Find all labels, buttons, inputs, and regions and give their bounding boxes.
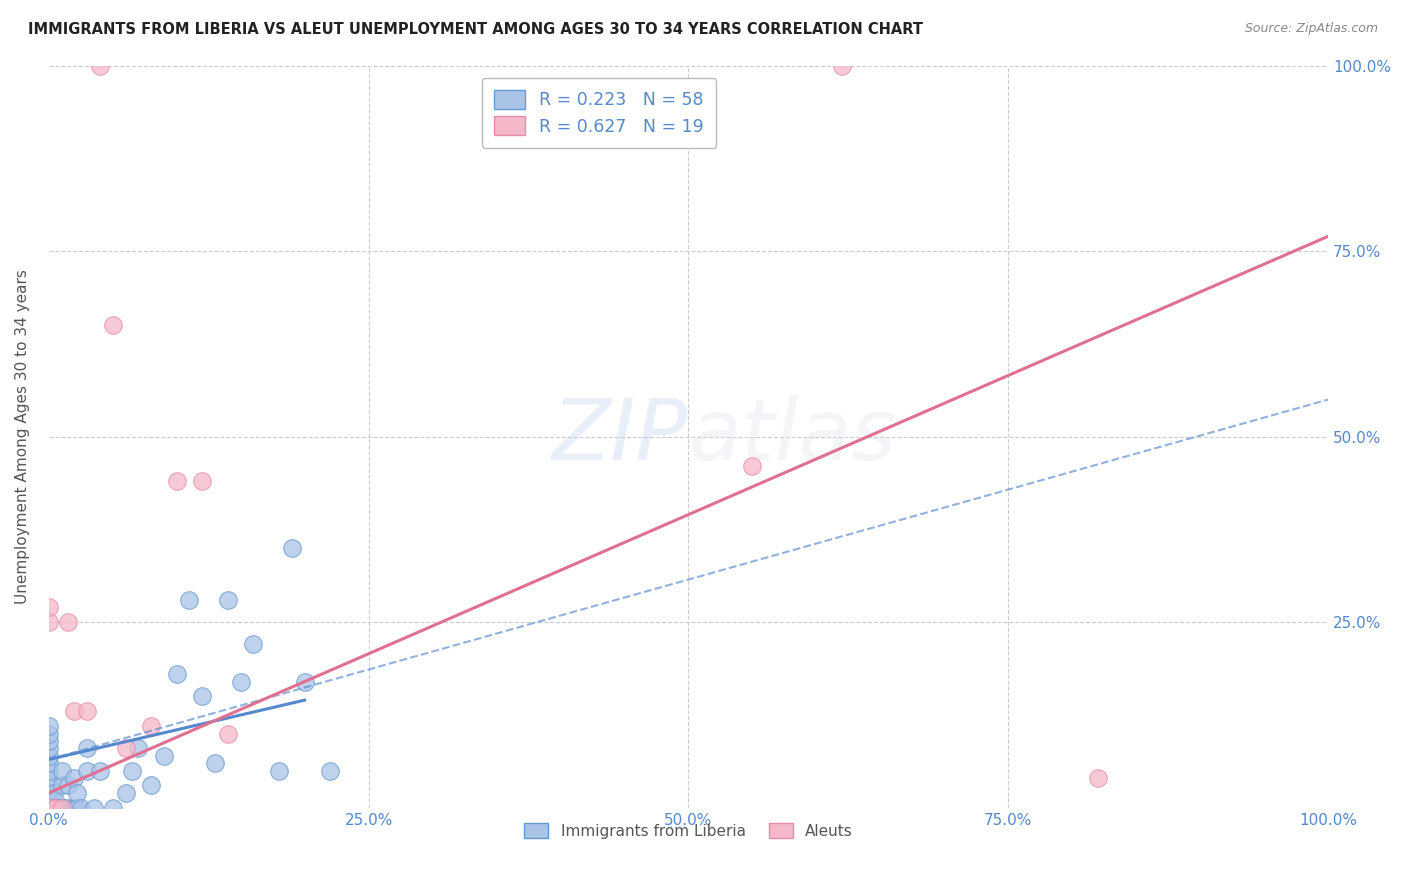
Point	[38, 801, 60, 815]
Point	[66, 786, 89, 800]
Point	[76, 741, 98, 756]
Point	[44, 801, 66, 815]
Point	[46, 801, 69, 815]
Y-axis label: Unemployment Among Ages 30 to 34 years: Unemployment Among Ages 30 to 34 years	[15, 269, 30, 604]
Point	[66, 801, 89, 815]
Point	[38, 764, 60, 778]
Point	[38, 771, 60, 785]
Point	[101, 801, 124, 815]
Point	[38, 756, 60, 771]
Point	[121, 764, 143, 778]
Point	[217, 593, 239, 607]
Point	[139, 719, 162, 733]
Point	[38, 719, 60, 733]
Point	[319, 764, 342, 778]
Text: Source: ZipAtlas.com: Source: ZipAtlas.com	[1244, 22, 1378, 36]
Point	[153, 748, 176, 763]
Point	[114, 741, 136, 756]
Point	[63, 771, 86, 785]
Point	[76, 704, 98, 718]
Point	[242, 638, 264, 652]
Point	[38, 600, 60, 615]
Point	[41, 786, 63, 800]
Point	[51, 801, 73, 815]
Point	[76, 764, 98, 778]
Point	[53, 801, 76, 815]
Point	[294, 674, 316, 689]
Point	[44, 793, 66, 807]
Point	[41, 801, 63, 815]
Point	[89, 764, 111, 778]
Point	[38, 801, 60, 815]
Point	[38, 786, 60, 800]
Point	[204, 756, 226, 771]
Point	[69, 801, 91, 815]
Text: atlas: atlas	[689, 395, 897, 478]
Point	[741, 459, 763, 474]
Point	[38, 801, 60, 815]
Point	[38, 793, 60, 807]
Point	[217, 726, 239, 740]
Point	[51, 764, 73, 778]
Point	[38, 801, 60, 815]
Text: IMMIGRANTS FROM LIBERIA VS ALEUT UNEMPLOYMENT AMONG AGES 30 TO 34 YEARS CORRELAT: IMMIGRANTS FROM LIBERIA VS ALEUT UNEMPLO…	[28, 22, 924, 37]
Point	[831, 59, 853, 73]
Point	[38, 779, 60, 793]
Point	[38, 615, 60, 630]
Point	[179, 593, 201, 607]
Point	[114, 786, 136, 800]
Point	[83, 801, 105, 815]
Point	[63, 704, 86, 718]
Point	[51, 779, 73, 793]
Point	[101, 318, 124, 333]
Point	[44, 801, 66, 815]
Text: ZIP: ZIP	[553, 395, 689, 478]
Point	[38, 801, 60, 815]
Point	[63, 801, 86, 815]
Point	[38, 801, 60, 815]
Point	[56, 615, 79, 630]
Point	[1087, 771, 1109, 785]
Point	[191, 474, 214, 488]
Point	[281, 541, 304, 555]
Point	[38, 801, 60, 815]
Point	[89, 59, 111, 73]
Point	[166, 667, 188, 681]
Point	[38, 801, 60, 815]
Point	[38, 801, 60, 815]
Point	[229, 674, 252, 689]
Point	[56, 801, 79, 815]
Point	[45, 801, 67, 815]
Point	[38, 734, 60, 748]
Point	[38, 726, 60, 740]
Point	[127, 741, 149, 756]
Point	[38, 801, 60, 815]
Point	[38, 741, 60, 756]
Legend: Immigrants from Liberia, Aleuts: Immigrants from Liberia, Aleuts	[517, 816, 859, 845]
Point	[267, 764, 290, 778]
Point	[51, 801, 73, 815]
Point	[56, 779, 79, 793]
Point	[139, 779, 162, 793]
Point	[191, 690, 214, 704]
Point	[38, 748, 60, 763]
Point	[166, 474, 188, 488]
Point	[38, 801, 60, 815]
